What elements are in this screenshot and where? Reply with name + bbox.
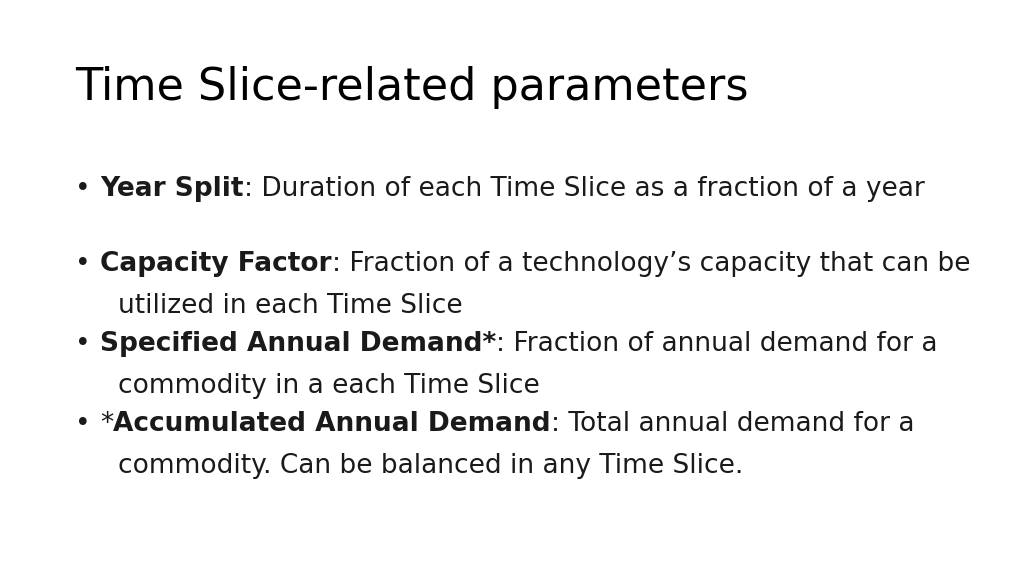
Text: Specified Annual Demand*: Specified Annual Demand* bbox=[100, 331, 497, 357]
Text: : Fraction of a technology’s capacity that can be: : Fraction of a technology’s capacity th… bbox=[332, 251, 970, 277]
Text: •: • bbox=[75, 251, 91, 277]
Text: utilized in each Time Slice: utilized in each Time Slice bbox=[118, 293, 463, 319]
Text: Accumulated Annual Demand: Accumulated Annual Demand bbox=[114, 411, 551, 437]
Text: Time Slice-related parameters: Time Slice-related parameters bbox=[75, 66, 749, 109]
Text: Year Split: Year Split bbox=[100, 176, 244, 202]
Text: •: • bbox=[75, 176, 91, 202]
Text: commodity in a each Time Slice: commodity in a each Time Slice bbox=[118, 373, 540, 399]
Text: commodity. Can be balanced in any Time Slice.: commodity. Can be balanced in any Time S… bbox=[118, 453, 743, 479]
Text: *: * bbox=[100, 411, 114, 437]
Text: : Total annual demand for a: : Total annual demand for a bbox=[551, 411, 914, 437]
Text: : Duration of each Time Slice as a fraction of a year: : Duration of each Time Slice as a fract… bbox=[244, 176, 925, 202]
Text: Capacity Factor: Capacity Factor bbox=[100, 251, 332, 277]
Text: •: • bbox=[75, 411, 91, 437]
Text: : Fraction of annual demand for a: : Fraction of annual demand for a bbox=[497, 331, 938, 357]
Text: •: • bbox=[75, 331, 91, 357]
